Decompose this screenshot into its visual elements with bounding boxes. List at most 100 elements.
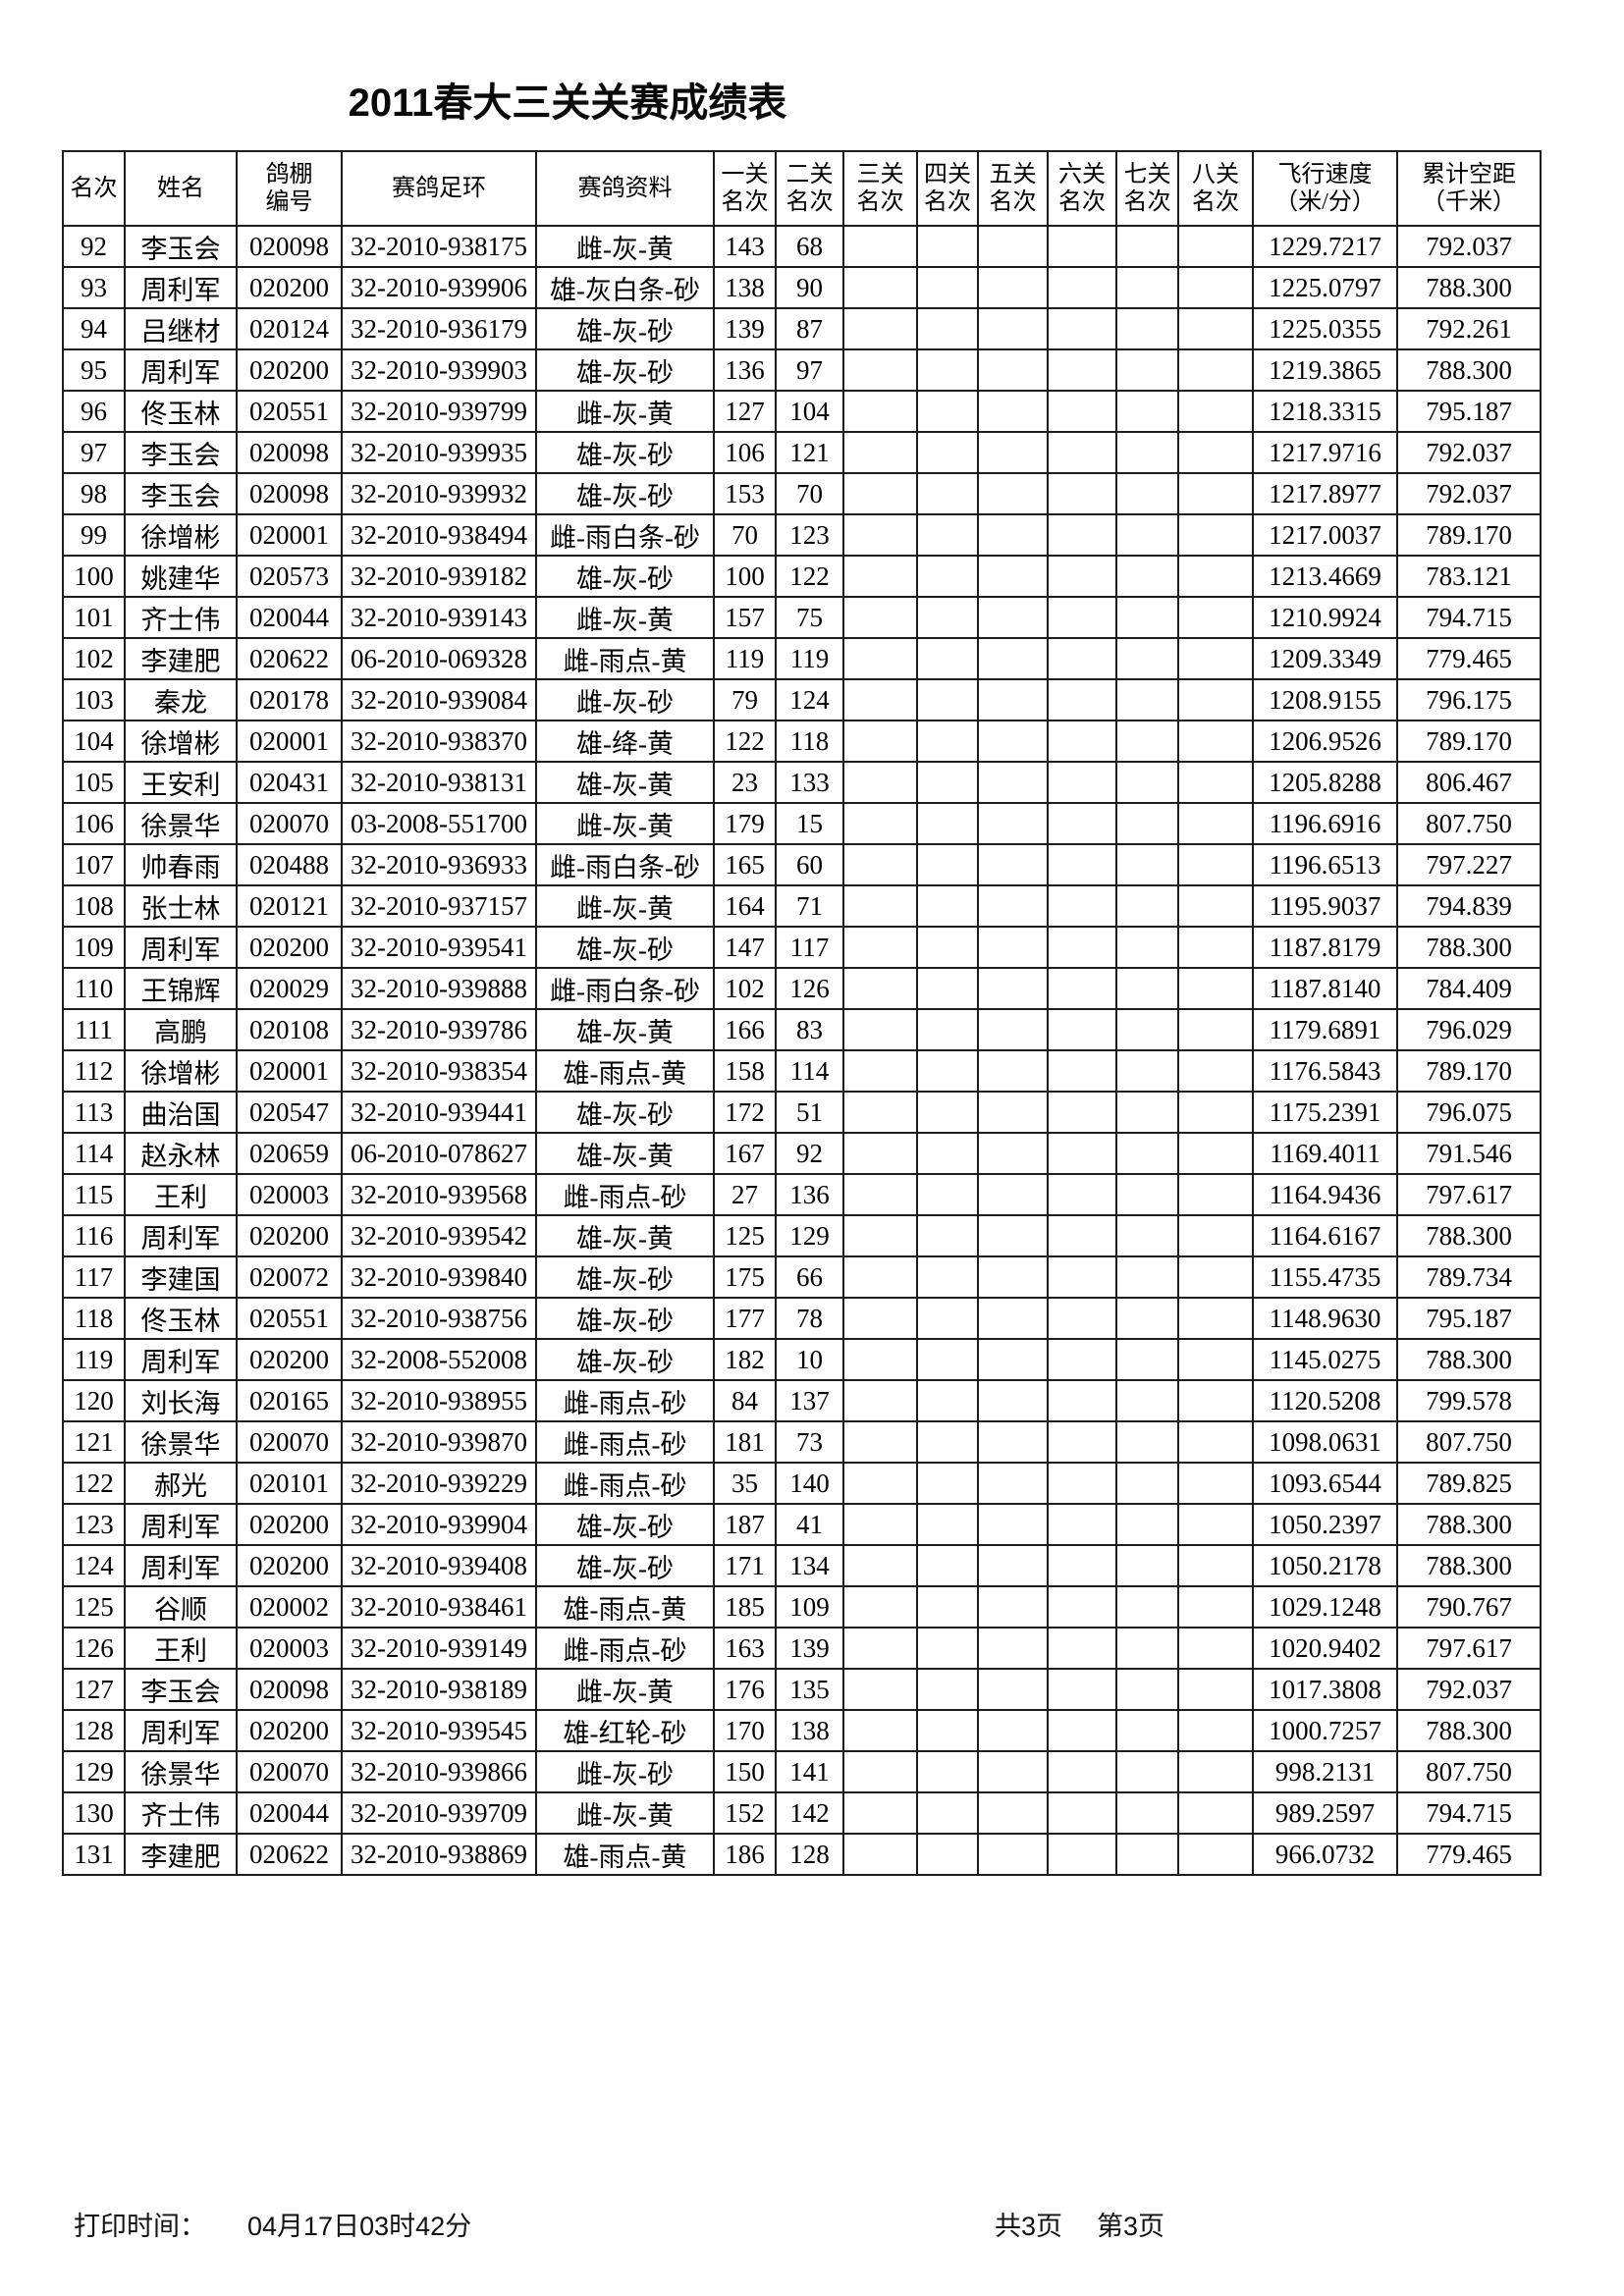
- cell-distance: 806.467: [1396, 761, 1542, 804]
- cell-gate1-rank: 102: [713, 967, 777, 1010]
- cell-distance: 807.750: [1396, 802, 1542, 845]
- cell-pigeon-info: 雌-雨白条-砂: [535, 967, 715, 1010]
- cell-gate5-rank: [977, 1338, 1049, 1381]
- cell-distance: 779.465: [1396, 1833, 1542, 1876]
- cell-pigeon-info: 雌-雨点-黄: [535, 637, 715, 680]
- cell-gate6-rank: [1047, 1627, 1117, 1670]
- cell-gate2-rank: 134: [775, 1544, 844, 1587]
- cell-distance: 783.121: [1396, 555, 1542, 598]
- cell-gate8-rank: [1177, 1132, 1254, 1175]
- table-row: 104 徐增彬 020001 32-2010-938370 雄-绛-黄 122 118 120…: [62, 720, 1542, 763]
- cell-gate4-rank: [916, 555, 979, 598]
- table-row: 125 谷顺 020002 32-2010-938461 雄-雨点-黄 185 109 102…: [62, 1585, 1542, 1629]
- cell-ring: 32-2010-939903: [341, 348, 537, 392]
- cell-gate4-rank: [916, 596, 979, 639]
- cell-gate3-rank: [842, 1379, 918, 1422]
- cell-name: 佟玉林: [124, 1297, 238, 1340]
- cell-loft-number: 020200: [236, 1544, 343, 1587]
- cell-loft-number: 020200: [236, 926, 343, 969]
- cell-pigeon-info: 雄-灰-砂: [535, 1544, 715, 1587]
- cell-gate7-rank: [1115, 761, 1179, 804]
- cell-gate1-rank: 143: [713, 225, 777, 268]
- cell-gate5-rank: [977, 1462, 1049, 1505]
- cell-gate6-rank: [1047, 1132, 1117, 1175]
- cell-gate6-rank: [1047, 1338, 1117, 1381]
- cell-distance: 789.825: [1396, 1462, 1542, 1505]
- cell-gate5-rank: [977, 1255, 1049, 1299]
- col-header: 七关 名次: [1115, 150, 1179, 227]
- cell-ring: 32-2010-939906: [341, 266, 537, 309]
- col-header: 累计空距 （千米）: [1396, 150, 1542, 227]
- cell-rank: 92: [62, 225, 126, 268]
- cell-name: 李玉会: [124, 1668, 238, 1711]
- cell-ring: 03-2008-551700: [341, 802, 537, 845]
- cell-loft-number: 020200: [236, 348, 343, 392]
- table-row: 99 徐增彬 020001 32-2010-938494 雌-雨白条-砂 70 123 121…: [62, 513, 1542, 557]
- cell-gate4-rank: [916, 513, 979, 557]
- cell-speed: 1169.4011: [1252, 1132, 1398, 1175]
- cell-gate2-rank: 122: [775, 555, 844, 598]
- cell-gate6-rank: [1047, 1791, 1117, 1835]
- cell-gate2-rank: 119: [775, 637, 844, 680]
- table-row: 108 张士林 020121 32-2010-937157 雌-灰-黄 164 71 1195…: [62, 884, 1542, 928]
- cell-gate8-rank: [1177, 637, 1254, 680]
- cell-gate6-rank: [1047, 1585, 1117, 1629]
- cell-speed: 1225.0797: [1252, 266, 1398, 309]
- cell-gate5-rank: [977, 1173, 1049, 1216]
- cell-pigeon-info: 雄-灰-砂: [535, 926, 715, 969]
- cell-gate5-rank: [977, 555, 1049, 598]
- cell-pigeon-info: 雌-灰-黄: [535, 884, 715, 928]
- cell-gate5-rank: [977, 1503, 1049, 1546]
- cell-gate2-rank: 41: [775, 1503, 844, 1546]
- cell-ring: 32-2010-939786: [341, 1008, 537, 1051]
- cell-name: 刘长海: [124, 1379, 238, 1422]
- cell-gate3-rank: [842, 1008, 918, 1051]
- cell-gate2-rank: 92: [775, 1132, 844, 1175]
- cell-gate1-rank: 158: [713, 1049, 777, 1093]
- cell-gate2-rank: 138: [775, 1709, 844, 1752]
- cell-gate4-rank: [916, 1833, 979, 1876]
- cell-gate7-rank: [1115, 1503, 1179, 1546]
- cell-rank: 108: [62, 884, 126, 928]
- cell-name: 周利军: [124, 926, 238, 969]
- cell-speed: 1164.9436: [1252, 1173, 1398, 1216]
- cell-distance: 788.300: [1396, 1214, 1542, 1257]
- cell-gate6-rank: [1047, 513, 1117, 557]
- cell-gate1-rank: 175: [713, 1255, 777, 1299]
- cell-gate7-rank: [1115, 1791, 1179, 1835]
- cell-ring: 32-2010-939441: [341, 1091, 537, 1134]
- cell-gate7-rank: [1115, 1091, 1179, 1134]
- cell-gate1-rank: 23: [713, 761, 777, 804]
- cell-pigeon-info: 雌-灰-砂: [535, 1750, 715, 1793]
- cell-name: 帅春雨: [124, 843, 238, 886]
- cell-gate3-rank: [842, 1214, 918, 1257]
- cell-gate2-rank: 137: [775, 1379, 844, 1422]
- cell-name: 周利军: [124, 1503, 238, 1546]
- cell-gate2-rank: 10: [775, 1338, 844, 1381]
- cell-gate8-rank: [1177, 1420, 1254, 1464]
- cell-gate1-rank: 122: [713, 720, 777, 763]
- cell-name: 李建肥: [124, 637, 238, 680]
- cell-speed: 1120.5208: [1252, 1379, 1398, 1422]
- cell-gate7-rank: [1115, 926, 1179, 969]
- cell-loft-number: 020551: [236, 1297, 343, 1340]
- cell-loft-number: 020029: [236, 967, 343, 1010]
- cell-distance: 794.715: [1396, 596, 1542, 639]
- cell-gate8-rank: [1177, 596, 1254, 639]
- cell-gate6-rank: [1047, 720, 1117, 763]
- cell-speed: 998.2131: [1252, 1750, 1398, 1793]
- cell-gate1-rank: 163: [713, 1627, 777, 1670]
- cell-gate4-rank: [916, 967, 979, 1010]
- cell-gate1-rank: 150: [713, 1750, 777, 1793]
- col-header: 赛鸽足环: [341, 150, 537, 227]
- cell-gate2-rank: 15: [775, 802, 844, 845]
- cell-loft-number: 020200: [236, 266, 343, 309]
- cell-gate7-rank: [1115, 1668, 1179, 1711]
- table-row: 101 齐士伟 020044 32-2010-939143 雌-灰-黄 157 75 1210…: [62, 596, 1542, 639]
- cell-gate3-rank: [842, 472, 918, 515]
- cell-distance: 788.300: [1396, 1709, 1542, 1752]
- cell-ring: 32-2010-938494: [341, 513, 537, 557]
- cell-gate6-rank: [1047, 1833, 1117, 1876]
- print-time-label: 打印时间：: [74, 2212, 206, 2241]
- cell-gate8-rank: [1177, 1585, 1254, 1629]
